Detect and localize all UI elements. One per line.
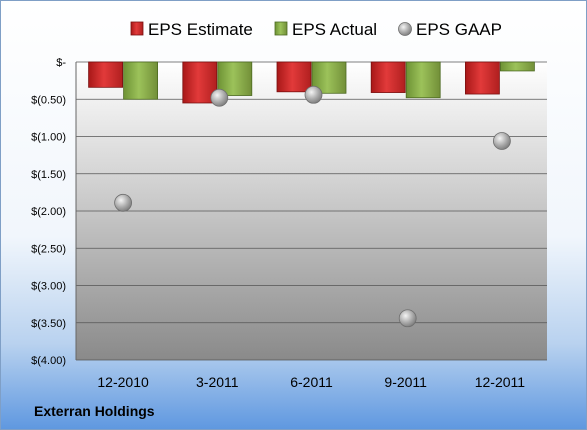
y-tick-label: $(1.50) — [31, 169, 66, 181]
legend: EPS Estimate EPS Actual EPS GAAP — [130, 20, 502, 39]
bar-eps-estimate — [464, 61, 500, 95]
legend-label: EPS GAAP — [416, 20, 502, 39]
points-layer — [114, 85, 511, 328]
legend-marker-eps-estimate — [130, 21, 144, 36]
bar-eps-estimate — [88, 61, 123, 88]
legend-label: EPS Actual — [292, 20, 377, 39]
point-eps-gaap — [304, 85, 323, 104]
bar-eps-estimate — [276, 61, 312, 93]
y-tick-label: $(2.50) — [31, 243, 66, 255]
y-tick-label: $(1.00) — [31, 132, 66, 144]
y-tick-label: $(2.00) — [31, 206, 66, 218]
point-eps-gaap — [210, 88, 229, 107]
legend-marker-eps-actual — [274, 21, 288, 36]
x-tick-label: 6-2011 — [290, 374, 333, 390]
x-tick-label: 3-2011 — [196, 374, 239, 390]
bar-eps-actual — [405, 61, 441, 99]
bar-eps-actual — [499, 61, 535, 72]
x-axis: 12-2010 3-2011 6-2011 9-2011 12-2011 — [97, 374, 525, 390]
company-name: Exterran Holdings — [34, 403, 155, 419]
y-tick-label: $- — [56, 57, 66, 69]
y-tick-label: $(3.50) — [31, 318, 66, 330]
bars-layer — [88, 61, 535, 104]
y-tick-label: $(4.00) — [31, 355, 66, 367]
legend-label: EPS Estimate — [148, 20, 253, 39]
point-eps-gaap — [398, 309, 417, 328]
x-tick-label: 12-2011 — [475, 374, 526, 390]
y-tick-label: $(3.00) — [31, 281, 66, 293]
x-tick-label: 9-2011 — [384, 374, 427, 390]
bar-eps-actual — [123, 61, 158, 100]
y-axis: $- $(0.50) $(1.00) $(1.50) $(2.00) $(2.50) $(3… — [31, 57, 77, 367]
y-tick-label: $(0.50) — [31, 94, 66, 106]
legend-marker-eps-gaap — [398, 22, 412, 36]
point-eps-gaap — [114, 193, 132, 212]
point-eps-gaap — [492, 132, 511, 150]
bar-eps-estimate — [370, 61, 406, 93]
x-tick-label: 12-2010 — [97, 374, 149, 390]
